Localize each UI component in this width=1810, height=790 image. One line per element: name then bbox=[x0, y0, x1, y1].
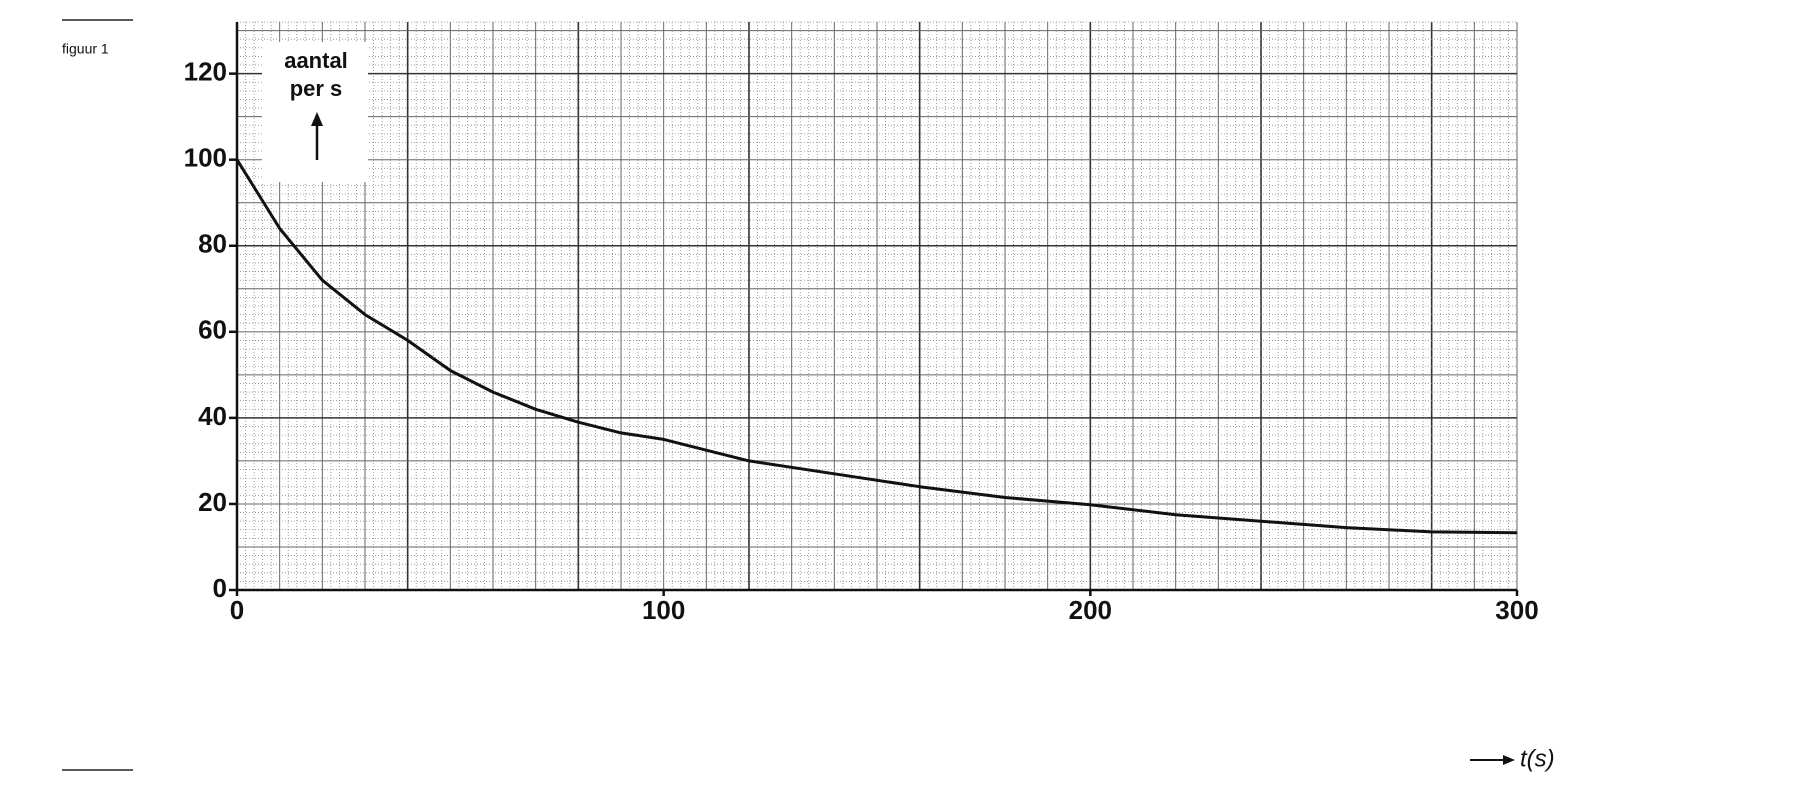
data-line bbox=[235, 158, 1518, 535]
y-tick-label: 120 bbox=[184, 57, 227, 87]
y-tick-label: 20 bbox=[198, 487, 227, 517]
x-axis-label: t(s) bbox=[1520, 745, 1555, 772]
arrow-head bbox=[1503, 755, 1515, 765]
grid bbox=[236, 21, 1518, 591]
x-tick-label: 300 bbox=[1495, 595, 1538, 625]
y-tick-label: 40 bbox=[198, 401, 227, 431]
y-tick-label: 60 bbox=[198, 315, 227, 345]
y-axis-label: per s bbox=[290, 76, 343, 101]
y-tick-label: 0 bbox=[213, 573, 227, 603]
x-tick-label: 200 bbox=[1069, 595, 1112, 625]
x-tick-label: 0 bbox=[230, 595, 244, 625]
y-tick-label: 80 bbox=[198, 229, 227, 259]
arrow-head bbox=[311, 112, 323, 126]
x-tick-label: 100 bbox=[642, 595, 685, 625]
y-axis-label: aantal bbox=[284, 48, 348, 73]
y-tick-label: 100 bbox=[184, 143, 227, 173]
figure-label: figuur 1 bbox=[62, 41, 109, 57]
label-box bbox=[262, 42, 368, 182]
